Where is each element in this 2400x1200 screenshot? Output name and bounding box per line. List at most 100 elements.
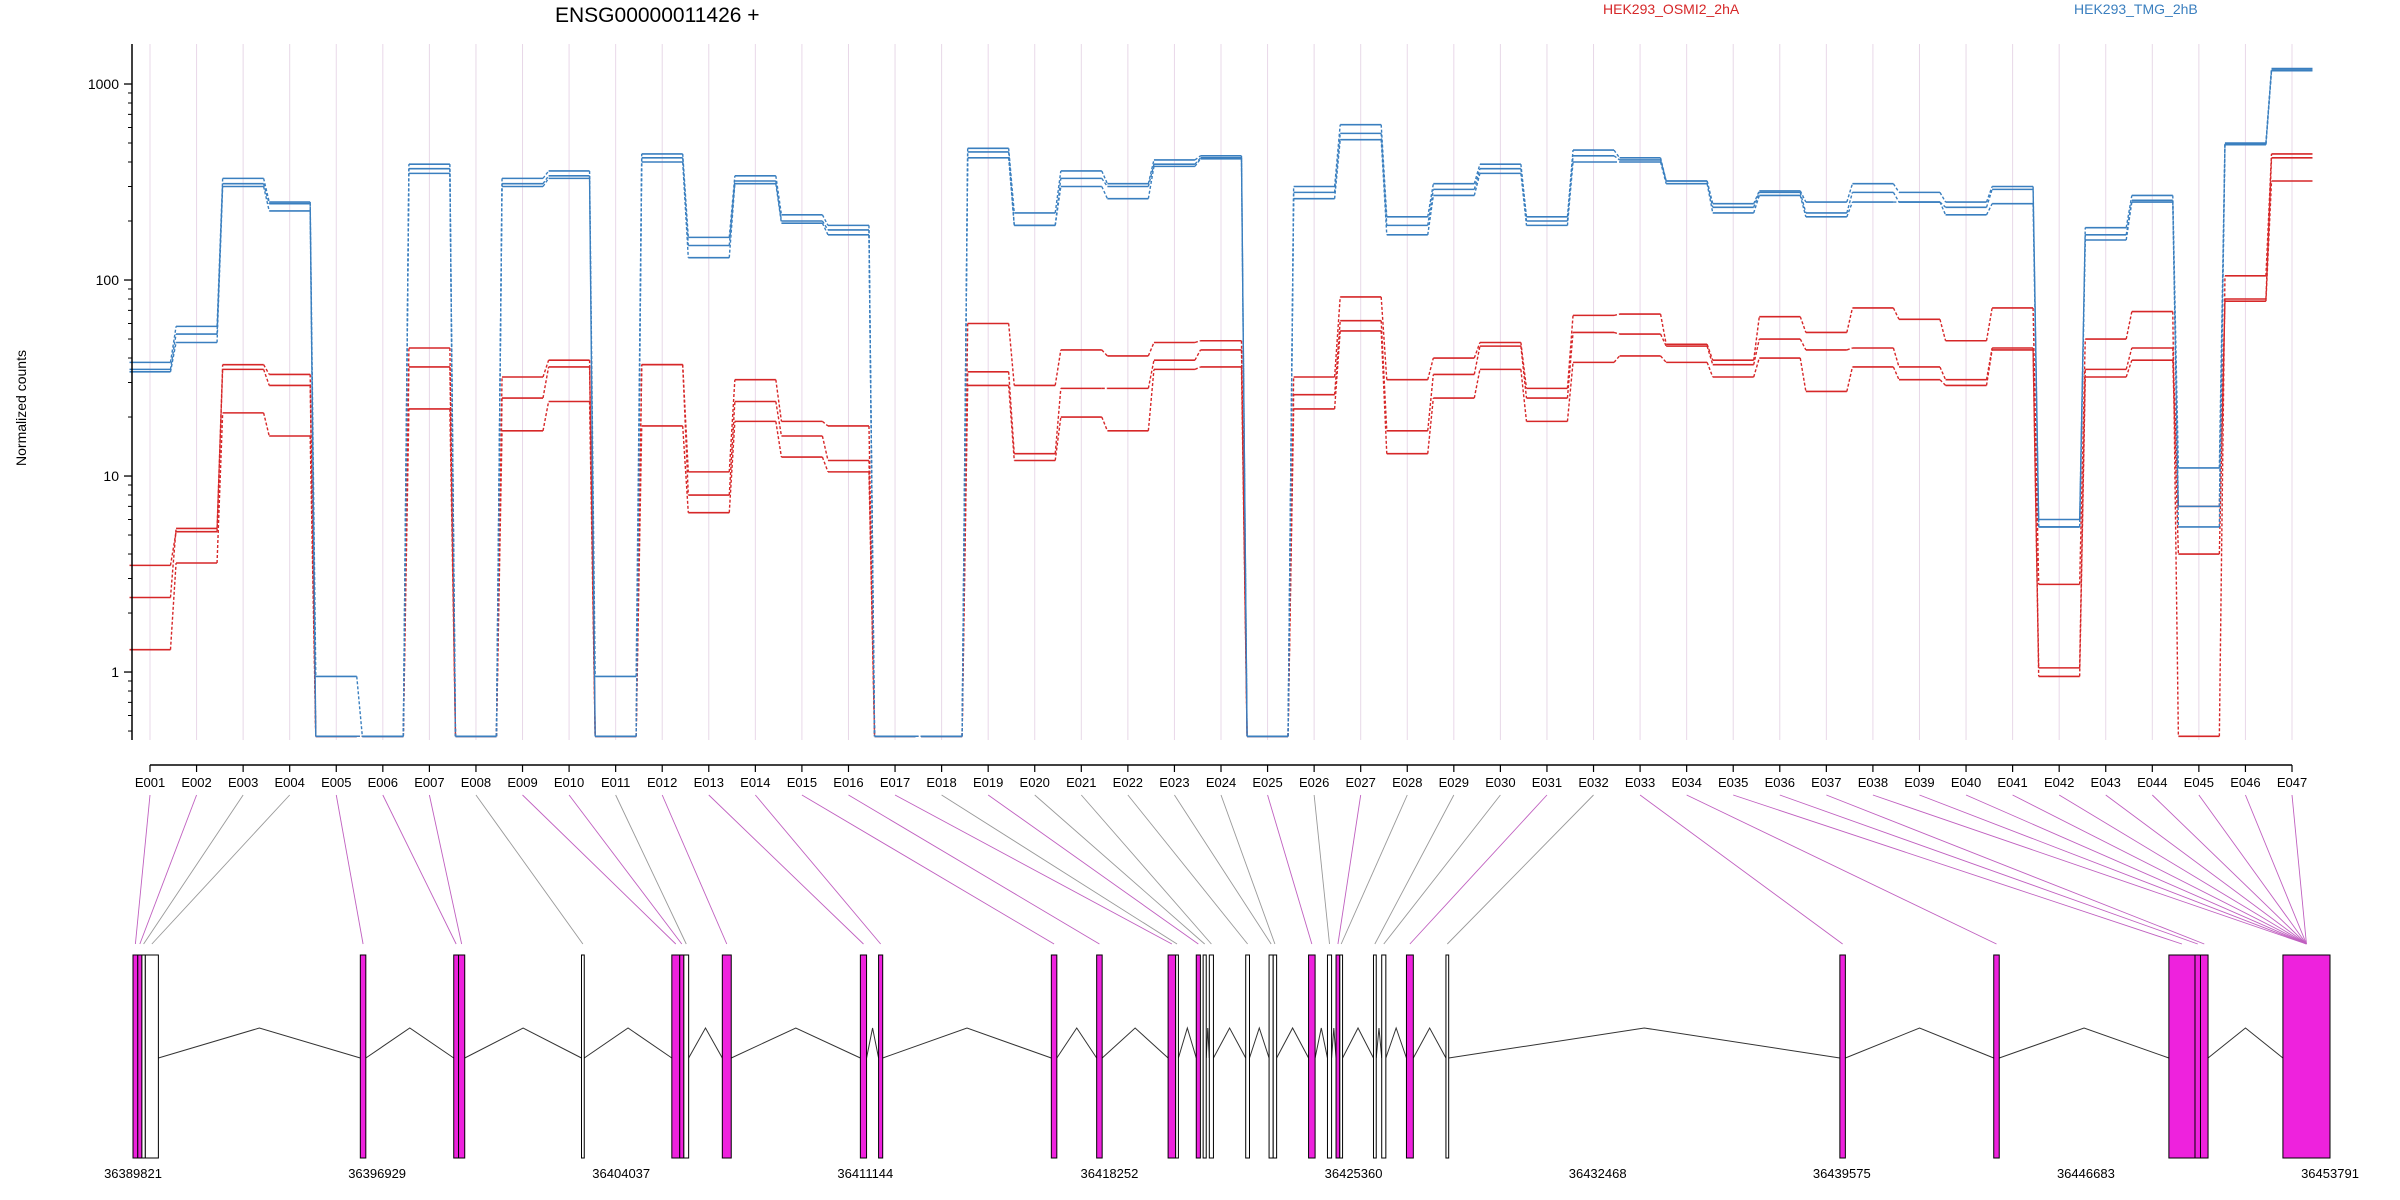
exon-label: E005: [321, 775, 351, 790]
series-2-connector: [1333, 330, 1341, 409]
series-0-connector: [1520, 342, 1528, 389]
exon-label: E001: [135, 775, 165, 790]
exon-label: E045: [2184, 775, 2214, 790]
series-5-connector: [495, 186, 503, 737]
exon-label: E038: [1858, 775, 1888, 790]
series-5-connector: [2218, 144, 2226, 527]
series-4-connector: [2172, 200, 2180, 507]
exon-block: [1202, 954, 1207, 1159]
intron: [1448, 1027, 1840, 1059]
exon-label: E027: [1346, 775, 1376, 790]
gene-model: [132, 954, 2331, 1159]
exon-block: [2168, 954, 2196, 1159]
series-3-connector: [1985, 186, 1993, 203]
series-4-connector: [309, 203, 317, 737]
exon-connector: [522, 794, 677, 945]
exon-connector: [475, 794, 584, 945]
series-0-connector: [1473, 342, 1481, 359]
exon-label: E022: [1113, 775, 1143, 790]
exon-connector: [1174, 794, 1272, 945]
series-1-connector: [216, 369, 224, 529]
exon-label: E034: [1671, 775, 1701, 790]
intron: [866, 1027, 880, 1059]
series-3-connector: [961, 148, 969, 737]
series-5-connector: [1380, 139, 1388, 235]
exon-connector: [1340, 794, 1408, 945]
series-4-connector: [1985, 189, 1993, 208]
series-4-connector: [1753, 192, 1760, 208]
series-4-connector: [1846, 192, 1854, 214]
series-1-connector: [1194, 349, 1202, 361]
series-2-connector: [1753, 357, 1760, 378]
series-3-connector: [2265, 68, 2273, 144]
series-5-connector: [588, 178, 596, 737]
exon-connector: [894, 794, 1173, 945]
exon-connector: [2291, 794, 2307, 945]
series-5: [129, 69, 2313, 738]
series-0-connector: [1147, 342, 1155, 357]
series-4-connector: [1892, 192, 1900, 203]
series-5-connector: [1427, 195, 1435, 235]
series-4-connector: [1147, 163, 1155, 187]
exon-block: [1245, 954, 1250, 1159]
intron: [1999, 1027, 2170, 1059]
series-1-connector: [1427, 374, 1435, 431]
series-5-connector: [1753, 195, 1760, 214]
intron: [882, 1027, 1052, 1059]
series-2-connector: [1427, 397, 1435, 454]
exon-block: [1195, 954, 1201, 1159]
series-2-connector: [2125, 359, 2133, 378]
exon-label: E012: [647, 775, 677, 790]
series-5-connector: [775, 183, 783, 224]
series-5-connector: [309, 210, 317, 737]
exon-connector: [428, 794, 463, 945]
exon-block: [721, 954, 732, 1159]
series-3-connector: [728, 175, 736, 238]
series-1-connector: [1380, 320, 1388, 431]
intron: [1331, 1027, 1337, 1059]
series-0-connector: [169, 531, 177, 566]
intron: [1276, 1026, 1310, 1059]
series-5-connector: [1473, 173, 1481, 196]
series-5-connector: [635, 162, 643, 737]
vertical-gridlines: [149, 44, 2293, 740]
series-2-connector: [216, 412, 224, 564]
exon-block: [2282, 954, 2331, 1159]
series-2-connector: [961, 385, 969, 737]
series-0-connector: [1659, 313, 1667, 345]
series-1-connector: [1054, 388, 1062, 454]
series-0-connector: [2125, 311, 2133, 340]
exon-connector: [615, 794, 687, 945]
series-2-connector: [1520, 369, 1528, 422]
series-2-connector: [1007, 385, 1015, 461]
series-4-connector: [1194, 157, 1202, 165]
coordinate-label: 36446683: [2057, 1166, 2115, 1181]
series-5-connector: [821, 222, 829, 236]
series-0-connector: [1380, 296, 1388, 380]
exon-connector: [1127, 794, 1248, 945]
exon-connector: [1779, 794, 2198, 945]
exon-connector: [1080, 794, 1212, 945]
intron: [1385, 1026, 1407, 1059]
intron: [1205, 1027, 1210, 1059]
exon-label: E020: [1020, 775, 1050, 790]
intron: [1342, 1026, 1374, 1059]
series-1-connector: [169, 528, 177, 598]
series-2-connector: [1846, 366, 1854, 392]
series-5-connector: [1194, 158, 1202, 167]
series-5-connector: [1520, 173, 1528, 226]
coordinate-label: 36396929: [348, 1166, 406, 1181]
exon-block: [1993, 954, 2000, 1159]
intron: [365, 1027, 455, 1059]
exon-label: E023: [1159, 775, 1189, 790]
series-5-connector: [216, 186, 224, 343]
series-5-connector: [402, 173, 410, 737]
series-0-connector: [1753, 316, 1760, 361]
legend: HEK293_OSMI2_2hA HEK293_TMG_2hB: [1603, 1, 2198, 17]
exon-label: E035: [1718, 775, 1748, 790]
series-5-connector: [1287, 198, 1295, 737]
series-0-connector: [1985, 307, 1993, 341]
series-2-connector: [775, 421, 783, 458]
series-2-connector: [1613, 355, 1621, 363]
series-3-connector: [1054, 170, 1062, 213]
